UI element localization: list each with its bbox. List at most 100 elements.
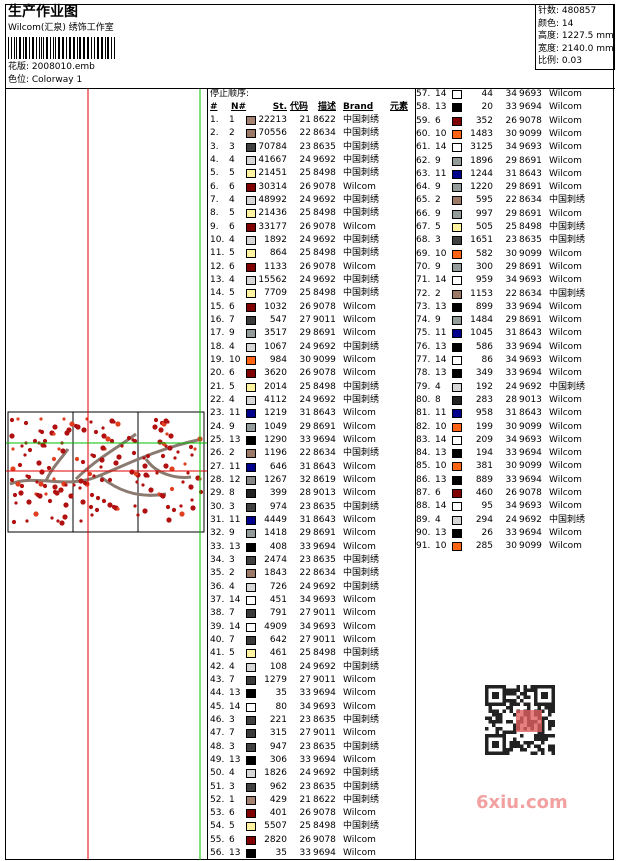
color-number: 7: [229, 674, 235, 685]
stitches: 381: [475, 461, 493, 472]
swatch: [246, 822, 256, 832]
blossom: [101, 498, 107, 504]
swatch: [452, 542, 462, 552]
brand: 中国刺绣: [343, 208, 380, 219]
code: 24: [299, 234, 311, 245]
blossom: [80, 499, 86, 505]
brand: Wilcom: [343, 608, 376, 619]
color-number: 2: [229, 448, 235, 459]
description: 9694: [313, 434, 336, 445]
color-number: 4: [229, 581, 235, 592]
bar: [50, 37, 51, 59]
qr-cell: [520, 699, 524, 703]
qr-cell: [548, 702, 552, 706]
blossom: [135, 480, 139, 484]
description: 8635: [313, 781, 336, 792]
qr-cell: [495, 727, 499, 731]
code: 24: [299, 154, 311, 165]
blossom: [107, 502, 113, 508]
description: 9694: [519, 368, 542, 379]
stitches: 1133: [264, 261, 287, 272]
swatch: [246, 569, 256, 579]
bar: [107, 37, 109, 59]
swatch: [246, 809, 256, 819]
brand: 中国刺绣: [343, 194, 380, 205]
swatch: [246, 435, 256, 445]
hoop: [7, 411, 205, 533]
color-number: 1: [229, 794, 235, 805]
qr-cell: [537, 734, 541, 738]
stitches: 15562: [258, 274, 287, 285]
stitches: 1244: [470, 168, 493, 179]
blossom: [190, 505, 196, 511]
qr-code: [485, 685, 555, 755]
stamp: [516, 710, 542, 732]
qr-cell: [485, 685, 489, 689]
blossom: [52, 424, 58, 430]
bar: [73, 37, 75, 59]
info-line: 宽度: 2140.0 mm: [538, 43, 614, 54]
color-number: 7: [229, 608, 235, 619]
stitches: 460: [475, 488, 493, 498]
row-number: 29.: [210, 488, 225, 499]
brand: Wilcom: [549, 355, 582, 365]
qr-cell: [541, 709, 545, 713]
description: 9692: [313, 661, 336, 672]
brand: 中国刺绣: [343, 648, 380, 659]
qr-cell: [502, 709, 506, 713]
info-line: 比例: 0.03: [538, 56, 582, 66]
stitches: 1896: [470, 155, 493, 166]
row-number: 67.: [416, 222, 431, 232]
code: 33: [505, 102, 517, 113]
qr-cell: [513, 688, 517, 692]
row-number: 23.: [210, 408, 225, 419]
description: 8635: [313, 741, 336, 752]
qr-cell: [509, 692, 513, 696]
stitches: 595: [475, 195, 493, 206]
qr-cell: [492, 744, 496, 748]
description: 9692: [313, 341, 336, 352]
stitches: 1484: [470, 315, 493, 326]
description: 9694: [519, 301, 542, 312]
code: 34: [299, 621, 311, 632]
swatch: [452, 329, 462, 339]
blossom: [52, 477, 56, 481]
swatch: [452, 249, 462, 259]
blossom: [73, 423, 79, 429]
code: 33: [505, 341, 517, 352]
qr-cell: [509, 744, 513, 748]
qr-cell: [495, 685, 499, 689]
bar: [105, 37, 106, 59]
code: 27: [299, 608, 311, 619]
swatch: [452, 143, 462, 153]
swatch: [246, 249, 256, 259]
color-number: 8: [229, 488, 235, 499]
qr-cell: [502, 699, 506, 703]
stitches: 1219: [264, 408, 287, 419]
swatch: [452, 449, 462, 459]
color-number: 9: [435, 315, 441, 326]
blossom: [56, 519, 60, 523]
brand: 中国刺绣: [343, 501, 380, 512]
row-number: 83.: [416, 434, 431, 445]
color-number: 10: [435, 461, 447, 472]
qr-cell: [534, 744, 538, 748]
row-number: 36.: [210, 581, 225, 592]
description: 8634: [313, 448, 336, 459]
blossom: [179, 511, 185, 517]
stitches: 349: [475, 368, 493, 379]
qr-cell: [551, 688, 555, 692]
swatch: [452, 409, 462, 419]
brand: 中国刺绣: [343, 448, 380, 459]
brand: Wilcom: [343, 541, 376, 552]
qr-cell: [499, 685, 503, 689]
swatch: [452, 515, 462, 525]
code: 26: [505, 488, 517, 498]
brand: Wilcom: [343, 261, 376, 272]
code: 33: [505, 368, 517, 379]
stitches: 5507: [264, 821, 287, 832]
qr-cell: [537, 706, 541, 710]
row-number: 34.: [210, 554, 225, 565]
row-number: 44.: [210, 688, 225, 699]
qr-cell: [523, 702, 527, 706]
